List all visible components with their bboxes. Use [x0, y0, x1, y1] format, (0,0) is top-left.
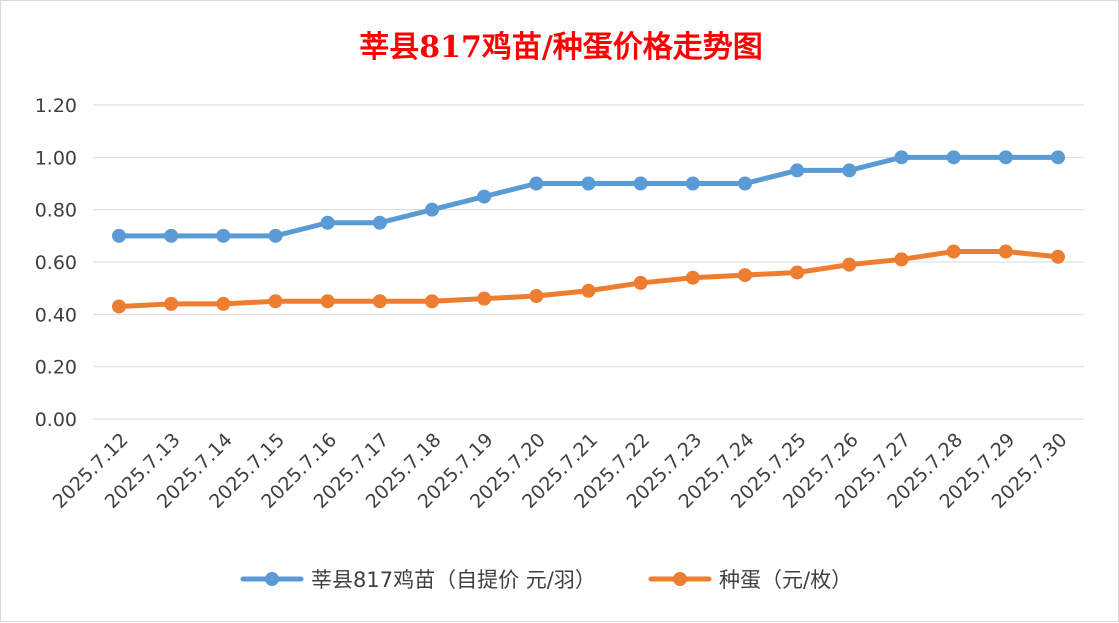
y-tick-label: 1.20: [35, 95, 77, 117]
data-point: [894, 252, 909, 267]
data-point: [633, 275, 648, 290]
legend-item-2: 种蛋（元/枚）: [648, 568, 852, 592]
data-point: [164, 296, 179, 311]
data-point: [1051, 150, 1065, 165]
y-axis-ticks: 0.00 0.20 0.40 0.60 0.80 1.00 1.20: [35, 95, 77, 431]
data-point: [529, 176, 544, 191]
data-point: [998, 244, 1013, 259]
data-point: [425, 202, 439, 217]
data-point: [1051, 249, 1065, 264]
x-axis-ticks: 2025.7.122025.7.132025.7.142025.7.152025…: [49, 429, 1072, 513]
series-layer: [112, 150, 1065, 314]
y-tick-label: 0.60: [35, 252, 77, 274]
data-point: [372, 294, 387, 309]
data-point: [581, 176, 596, 191]
data-point: [268, 294, 283, 309]
data-point: [320, 215, 335, 230]
data-point: [998, 150, 1013, 165]
gridlines: [93, 104, 1084, 420]
data-point: [581, 283, 596, 298]
data-point: [216, 228, 231, 243]
y-tick-label: 0.80: [35, 200, 77, 222]
data-point: [112, 228, 126, 243]
data-point: [685, 270, 700, 285]
data-point: [685, 176, 700, 191]
legend-item-1: 莘县817鸡苗（自提价 元/羽）: [240, 568, 596, 592]
data-point: [790, 265, 805, 280]
chart-title: 莘县817鸡苗/种蛋价格走势图: [359, 30, 763, 65]
y-tick-label: 0.40: [35, 304, 77, 326]
legend-marker: [673, 572, 687, 586]
data-point: [894, 150, 909, 165]
data-point: [320, 294, 335, 309]
data-point: [946, 244, 961, 259]
data-point: [842, 257, 857, 272]
data-point: [529, 289, 544, 304]
data-point: [372, 215, 387, 230]
data-point: [842, 163, 857, 178]
data-point: [268, 228, 283, 243]
legend-label: 莘县817鸡苗（自提价 元/羽）: [311, 568, 596, 592]
series-line: [116, 154, 1061, 239]
data-point: [738, 268, 752, 283]
data-point: [112, 299, 126, 314]
data-point: [790, 163, 805, 178]
legend-marker: [265, 572, 279, 586]
y-tick-label: 1.00: [35, 147, 77, 169]
series-line: [116, 249, 1061, 309]
data-point: [738, 176, 752, 191]
data-point: [946, 150, 961, 165]
legend-label: 种蛋（元/枚）: [719, 568, 852, 592]
data-point: [425, 294, 439, 309]
legend: 莘县817鸡苗（自提价 元/羽） 种蛋（元/枚）: [240, 568, 852, 592]
y-tick-label: 0.00: [35, 409, 77, 431]
series-2: [112, 244, 1065, 314]
y-tick-label: 0.20: [35, 357, 77, 379]
data-point: [477, 291, 492, 306]
series-1: [112, 150, 1065, 243]
data-point: [477, 189, 492, 204]
data-point: [164, 228, 179, 243]
data-point: [633, 176, 648, 191]
data-point: [216, 296, 231, 311]
